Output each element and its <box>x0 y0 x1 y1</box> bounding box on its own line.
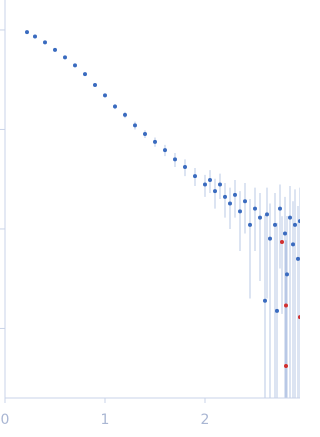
point <box>268 236 272 241</box>
point <box>238 209 242 214</box>
axes: 0 1 2 <box>0 0 300 428</box>
point <box>123 112 127 117</box>
point <box>285 272 289 277</box>
x-tick-label: 1 <box>101 412 110 428</box>
point <box>263 298 267 303</box>
point <box>33 34 37 39</box>
point <box>173 157 177 162</box>
point <box>183 164 187 169</box>
point <box>53 47 57 52</box>
point <box>273 222 277 227</box>
point <box>278 206 282 211</box>
x-tick-label: 2 <box>201 412 210 428</box>
point <box>265 212 269 217</box>
point <box>73 63 77 68</box>
point <box>93 82 97 87</box>
point <box>133 123 137 128</box>
point <box>293 222 297 227</box>
point <box>43 40 47 45</box>
point <box>208 178 212 183</box>
point <box>25 30 29 35</box>
point <box>153 139 157 144</box>
point <box>163 148 167 153</box>
point <box>228 201 232 206</box>
point <box>113 104 117 109</box>
point <box>258 215 262 220</box>
x-tick-label: 0 <box>1 412 10 428</box>
point <box>213 189 217 194</box>
point <box>233 192 237 197</box>
point <box>218 182 222 187</box>
point <box>283 231 287 236</box>
point <box>275 308 279 313</box>
point <box>296 256 300 261</box>
point <box>298 219 300 224</box>
point <box>223 194 227 199</box>
point <box>280 239 284 244</box>
point <box>284 303 288 308</box>
point <box>193 174 197 179</box>
point <box>63 55 67 60</box>
point <box>284 363 288 368</box>
point <box>143 132 147 137</box>
point <box>103 93 107 98</box>
point <box>83 72 87 77</box>
point <box>203 182 207 187</box>
point <box>248 222 252 227</box>
point <box>253 206 257 211</box>
chart: 0 1 2 <box>0 0 300 428</box>
point <box>288 215 292 220</box>
point <box>298 315 300 320</box>
point <box>291 242 295 247</box>
plot-area <box>25 30 300 398</box>
point <box>243 199 247 204</box>
